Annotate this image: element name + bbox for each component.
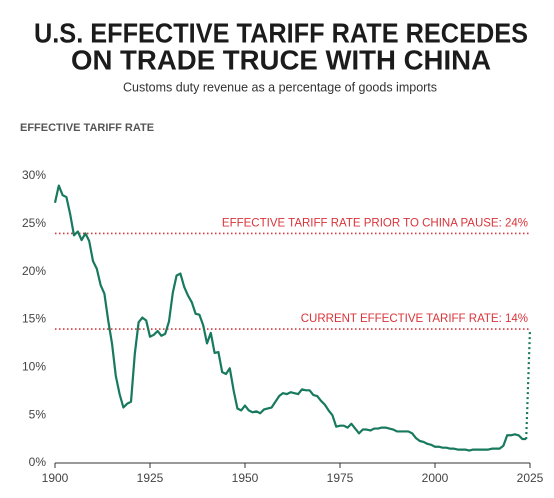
data-line	[53, 184, 527, 452]
y-tick-label: 25%	[22, 216, 46, 230]
x-tick-label: 1925	[137, 471, 164, 485]
chart-title: ON TRADE TRUCE WITH CHINA	[71, 44, 491, 75]
y-tick-label: 5%	[29, 407, 47, 421]
reference-label: CURRENT EFFECTIVE TARIFF RATE: 14%	[301, 313, 528, 325]
y-tick-label: 15%	[22, 312, 46, 326]
dotted-extension	[525, 329, 532, 440]
y-axis-label: EFFECTIVE TARIFF RATE	[20, 122, 154, 134]
x-tick-label: 2000	[422, 471, 449, 485]
x-tick-label: 1900	[42, 471, 69, 485]
y-tick-label: 0%	[29, 455, 47, 469]
chart-title: U.S. EFFECTIVE TARIFF RATE RECEDES	[34, 17, 528, 48]
chart-subtitle: Customs duty revenue as a percentage of …	[123, 80, 437, 94]
x-tick-label: 1950	[232, 471, 259, 485]
reference-label: EFFECTIVE TARIFF RATE PRIOR TO CHINA PAU…	[222, 217, 528, 229]
y-tick-label: 30%	[22, 168, 46, 182]
y-tick-label: 10%	[22, 360, 46, 374]
x-tick-label: 2025	[517, 471, 544, 485]
y-tick-label: 20%	[22, 264, 46, 278]
x-tick-label: 1975	[327, 471, 354, 485]
